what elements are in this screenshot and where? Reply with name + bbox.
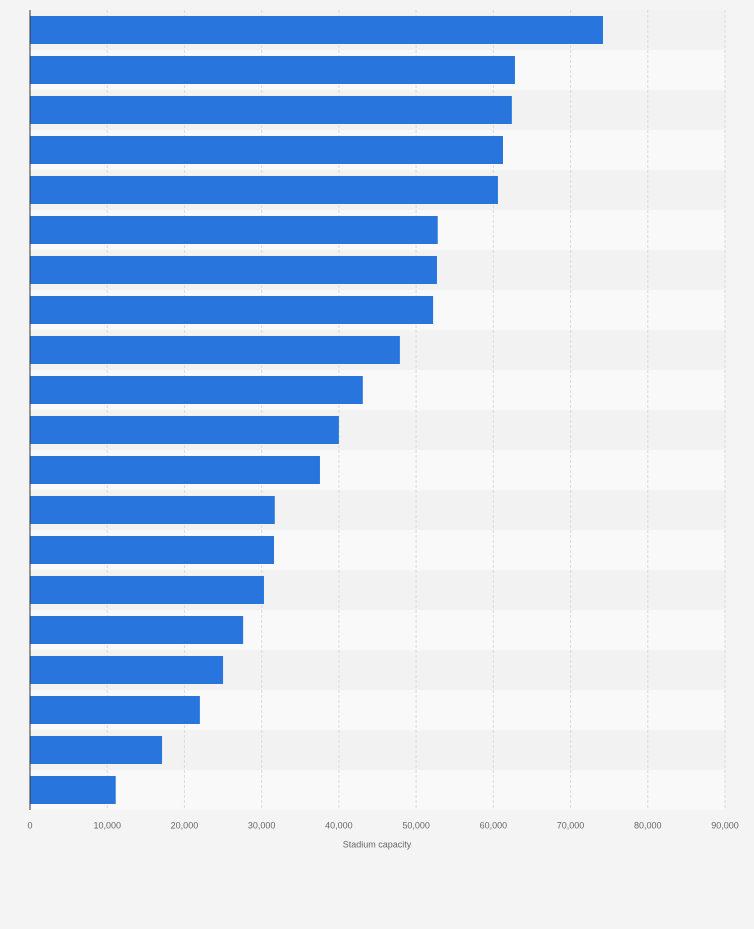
- x-tick-label: 40,000: [325, 820, 353, 830]
- bar: [30, 376, 363, 404]
- bar: [30, 56, 515, 84]
- bar: [30, 416, 339, 444]
- x-tick-label: 20,000: [171, 820, 199, 830]
- bar: [30, 296, 434, 324]
- x-tick-label: 80,000: [634, 820, 662, 830]
- bar: [30, 776, 116, 804]
- x-tick-label: 50,000: [402, 820, 430, 830]
- x-tick-label: 70,000: [557, 820, 585, 830]
- x-tick-label: 90,000: [711, 820, 739, 830]
- bar: [30, 656, 224, 684]
- bar: [30, 136, 503, 164]
- bar: [30, 336, 400, 364]
- x-tick-label: 10,000: [93, 820, 121, 830]
- bar: [30, 696, 200, 724]
- bar: [30, 16, 603, 44]
- x-tick-label: 60,000: [480, 820, 508, 830]
- bar: [30, 176, 498, 204]
- bar: [30, 456, 320, 484]
- x-tick-label: 0: [27, 820, 32, 830]
- bar: [30, 616, 244, 644]
- bar: [30, 536, 275, 564]
- band-stripe: [30, 770, 725, 810]
- bar: [30, 256, 437, 284]
- bar: [30, 496, 275, 524]
- bar: [30, 736, 163, 764]
- bar: [30, 576, 264, 604]
- bar: [30, 216, 438, 244]
- x-tick-label: 30,000: [248, 820, 276, 830]
- x-axis-title: Stadium capacity: [343, 839, 412, 849]
- bar: [30, 96, 512, 124]
